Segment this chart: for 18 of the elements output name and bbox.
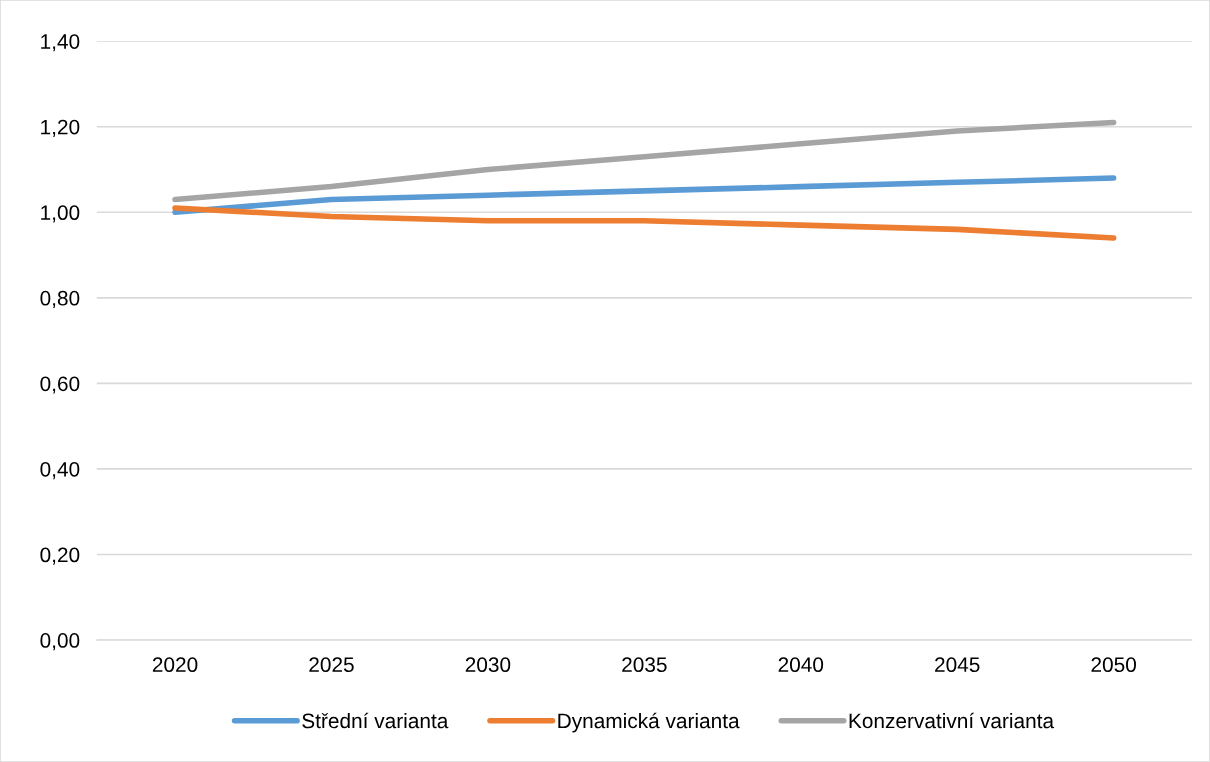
y-tick-label: 0,20	[40, 547, 80, 565]
y-tick-label: 0,80	[40, 290, 80, 309]
x-tick-label: 2040	[778, 657, 824, 673]
x-tick-label: 2045	[935, 657, 980, 673]
y-tick-label: 1,20	[41, 119, 80, 137]
x-tick-label: 2025	[309, 657, 354, 673]
legend-label: Střední varianta	[302, 712, 449, 729]
legend-label: Konzervativní varianta	[849, 712, 1055, 729]
y-tick-label: 0,60	[40, 376, 80, 394]
x-tick-label: 2030	[465, 657, 511, 673]
x-tick-label: 2035	[622, 657, 667, 673]
legend-label: Dynamická varianta	[558, 712, 740, 733]
x-tick-label: 2050	[1091, 657, 1136, 673]
y-tick-label: 1,00	[41, 205, 80, 223]
y-tick-label: 1,40	[41, 34, 80, 52]
y-tick-label: 0,00	[40, 633, 80, 651]
y-tick-label: 0,40	[40, 461, 80, 480]
x-tick-label: 2020	[152, 657, 198, 673]
